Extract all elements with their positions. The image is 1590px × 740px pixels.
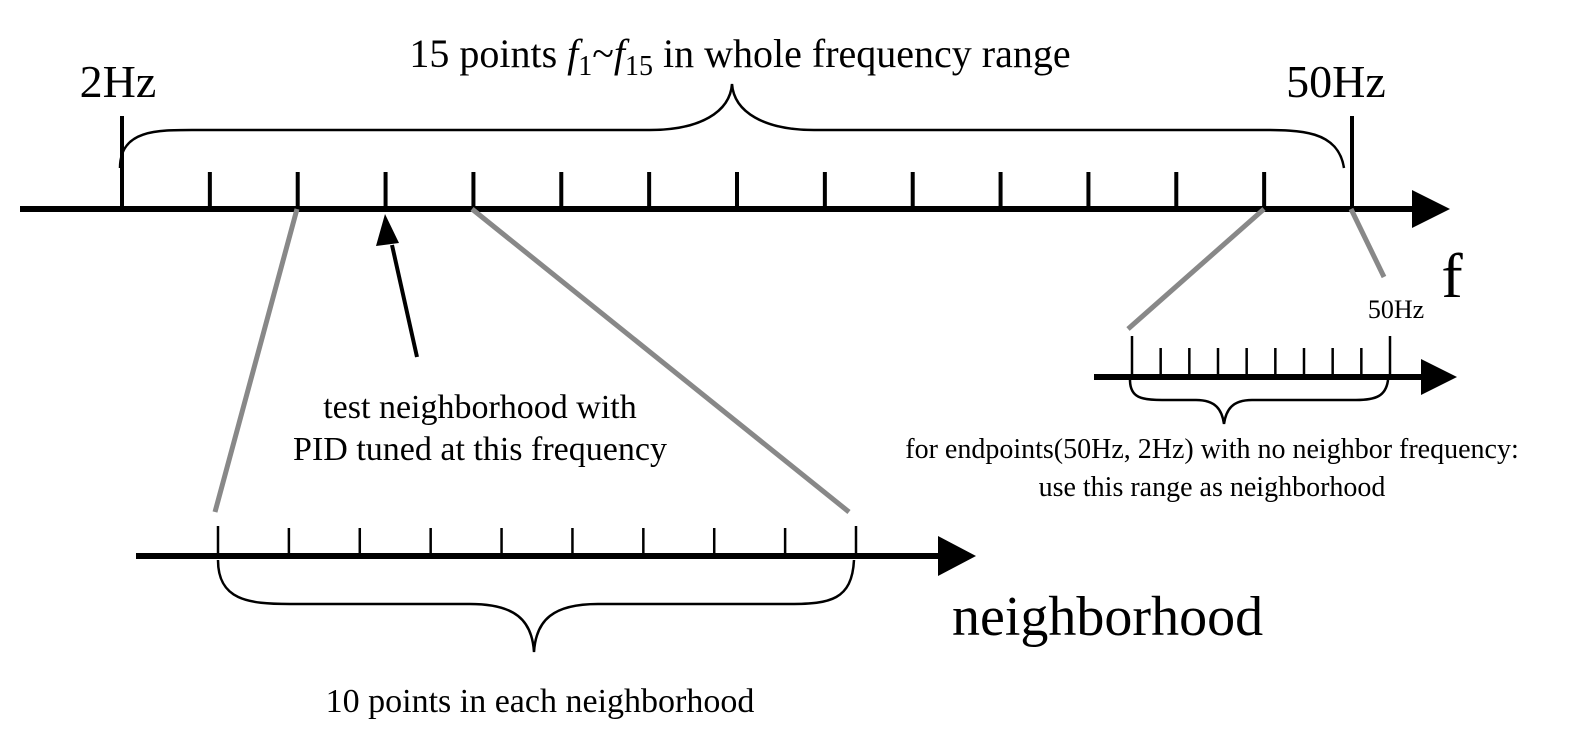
endpoint-axis	[1094, 336, 1457, 395]
annotation-line-2: PID tuned at this frequency	[293, 431, 667, 468]
main-frequency-axis	[20, 116, 1450, 228]
endpoint-brace	[1128, 379, 1390, 425]
neighborhood-brace	[216, 559, 856, 653]
zoom-line-right	[470, 207, 851, 514]
neighborhood-axis-arrowhead	[938, 536, 976, 576]
neighborhood-axis-ticks	[216, 526, 858, 556]
endpoint-note-line-1: for endpoints(50Hz, 2Hz) with no neighbo…	[905, 434, 1519, 465]
neighborhood-label: neighborhood	[952, 586, 1263, 648]
pointer-arrowhead	[376, 214, 399, 246]
endpoint-zoom-line-left	[1126, 207, 1266, 331]
start-frequency-label: 2Hz	[80, 56, 157, 107]
zoom-line-left	[212, 208, 300, 513]
annotation-line-1: test neighborhood with	[323, 389, 637, 426]
end-frequency-label: 50Hz	[1286, 56, 1386, 107]
endpoint-axis-arrowhead	[1421, 359, 1457, 395]
main-axis-arrowhead	[1412, 190, 1450, 228]
endpoint-zoom-line-right	[1348, 207, 1387, 279]
pointer-arrow-shaft	[390, 244, 419, 358]
diagram-title: 15 points f1~f15 in whole frequency rang…	[409, 31, 1070, 82]
main-axis-ticks	[120, 116, 1354, 209]
endpoint-axis-ticks	[1130, 336, 1392, 377]
frequency-axis-label: f	[1441, 240, 1463, 311]
endpoint-note-line-2: use this range as neighborhood	[1039, 472, 1386, 503]
whole-range-brace	[118, 83, 1346, 169]
neighborhood-axis	[136, 526, 976, 576]
neighborhood-count-label: 10 points in each neighborhood	[326, 683, 755, 720]
endpoint-frequency-label: 50Hz	[1368, 295, 1424, 324]
